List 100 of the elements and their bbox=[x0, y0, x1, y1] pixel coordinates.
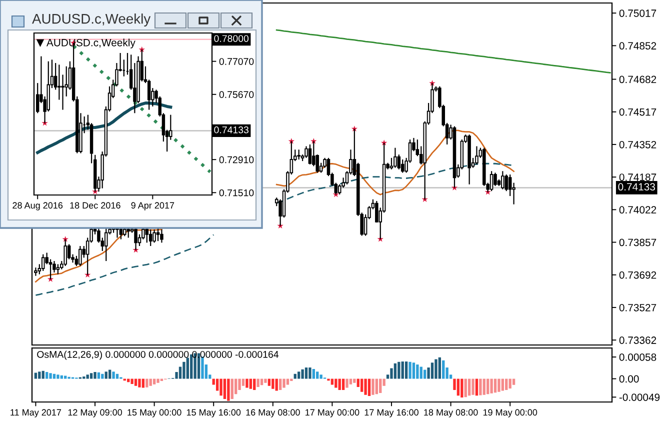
y-tick-label: 0.00058 bbox=[619, 354, 656, 361]
bar bbox=[505, 378, 508, 390]
y-tick-label: 0.74022 bbox=[619, 206, 656, 214]
x-tick-label: 9 Apr 2017 bbox=[131, 202, 174, 210]
candlestick bbox=[308, 144, 312, 165]
candlestick bbox=[490, 170, 494, 192]
bar bbox=[304, 368, 308, 379]
candlestick bbox=[394, 147, 397, 168]
candlestick bbox=[156, 227, 160, 242]
bar bbox=[512, 378, 516, 385]
y-tick-label: 0.73527 bbox=[619, 304, 656, 312]
bar bbox=[264, 378, 267, 383]
candlestick bbox=[475, 146, 478, 165]
bar bbox=[152, 378, 156, 384]
y-tick-label: 0.75017 bbox=[619, 10, 656, 17]
bar bbox=[238, 378, 241, 390]
line-series bbox=[276, 29, 611, 74]
bar bbox=[460, 378, 464, 398]
bar bbox=[342, 378, 345, 390]
bar bbox=[45, 372, 48, 379]
y-tick-label: 0.73857 bbox=[619, 238, 656, 246]
bar bbox=[316, 372, 319, 379]
bar bbox=[490, 378, 493, 394]
bar bbox=[104, 372, 108, 379]
bar bbox=[498, 378, 500, 392]
bar bbox=[60, 375, 63, 379]
bar bbox=[223, 378, 226, 399]
bar bbox=[56, 374, 60, 379]
y-tick-label: 0.74352 bbox=[619, 140, 656, 148]
bar bbox=[246, 378, 248, 388]
bar bbox=[101, 374, 104, 379]
x-tick-label: 11 May 2017 bbox=[10, 409, 62, 418]
bar bbox=[38, 372, 41, 379]
bar bbox=[64, 376, 67, 379]
chart-title: OsMA(12,26,9) 0.000000 0.000000 0.000000 -0.000164 bbox=[37, 350, 279, 360]
bar bbox=[475, 378, 478, 396]
bar bbox=[249, 378, 252, 389]
bar bbox=[108, 370, 112, 379]
bar bbox=[272, 378, 274, 389]
bar bbox=[379, 378, 382, 393]
bar bbox=[149, 378, 152, 386]
bar bbox=[190, 354, 193, 379]
bar bbox=[468, 378, 471, 396]
bar bbox=[420, 366, 422, 379]
candlestick bbox=[494, 172, 497, 187]
bar bbox=[230, 378, 234, 399]
bar bbox=[227, 378, 230, 401]
ref-line-label: 0.78000 bbox=[214, 35, 249, 42]
x-tick-label: 17 May 00:00 bbox=[306, 409, 360, 418]
bar bbox=[360, 378, 364, 392]
bar bbox=[416, 364, 419, 379]
bar bbox=[97, 372, 100, 379]
bar bbox=[90, 373, 93, 379]
bar bbox=[138, 378, 141, 388]
bar bbox=[42, 370, 44, 379]
bar bbox=[49, 373, 52, 379]
candlestick bbox=[400, 158, 404, 174]
bar bbox=[364, 378, 367, 395]
bar bbox=[338, 378, 341, 390]
x-tick-label: 16 May 08:00 bbox=[246, 409, 300, 418]
bar bbox=[472, 378, 474, 395]
bar bbox=[308, 368, 312, 379]
x-tick-label: 18 May 08:00 bbox=[424, 409, 478, 418]
x-tick-label: 15 May 16:00 bbox=[186, 409, 241, 418]
y-tick-label: 0.73692 bbox=[619, 271, 656, 279]
candlestick bbox=[61, 74, 64, 110]
bar bbox=[501, 378, 504, 391]
candlestick bbox=[501, 170, 504, 190]
bar bbox=[146, 378, 148, 388]
bar bbox=[130, 378, 134, 384]
bar bbox=[479, 378, 482, 396]
bar bbox=[434, 359, 438, 379]
bar bbox=[116, 374, 119, 379]
bar bbox=[275, 378, 278, 391]
y-tick-label: 0.74517 bbox=[619, 108, 656, 116]
y-tick-label: 0.74187 bbox=[619, 174, 656, 181]
x-tick-label: 12 May 09:00 bbox=[68, 409, 122, 418]
bar bbox=[294, 374, 296, 379]
candlestick bbox=[504, 174, 508, 192]
bar bbox=[394, 363, 397, 379]
bar bbox=[256, 378, 260, 387]
bar bbox=[412, 362, 416, 379]
candlestick bbox=[78, 245, 82, 267]
bar bbox=[486, 378, 490, 394]
bar bbox=[464, 378, 467, 398]
x-tick-label: 17 May 16:00 bbox=[364, 409, 418, 418]
bar bbox=[508, 378, 512, 388]
bar bbox=[201, 356, 204, 379]
bar bbox=[253, 378, 256, 390]
bar bbox=[220, 378, 222, 396]
bar bbox=[346, 378, 348, 388]
x-tick-label: 15 May 00:00 bbox=[128, 409, 182, 418]
candlestick bbox=[148, 228, 152, 247]
bar bbox=[494, 378, 497, 393]
candlestick bbox=[152, 228, 156, 244]
ref-line-label: 0.74133 bbox=[214, 126, 248, 134]
candlestick bbox=[145, 227, 149, 244]
y-tick-label: 0.71510 bbox=[219, 189, 254, 196]
candlestick bbox=[104, 227, 108, 262]
candlestick bbox=[56, 264, 60, 275]
